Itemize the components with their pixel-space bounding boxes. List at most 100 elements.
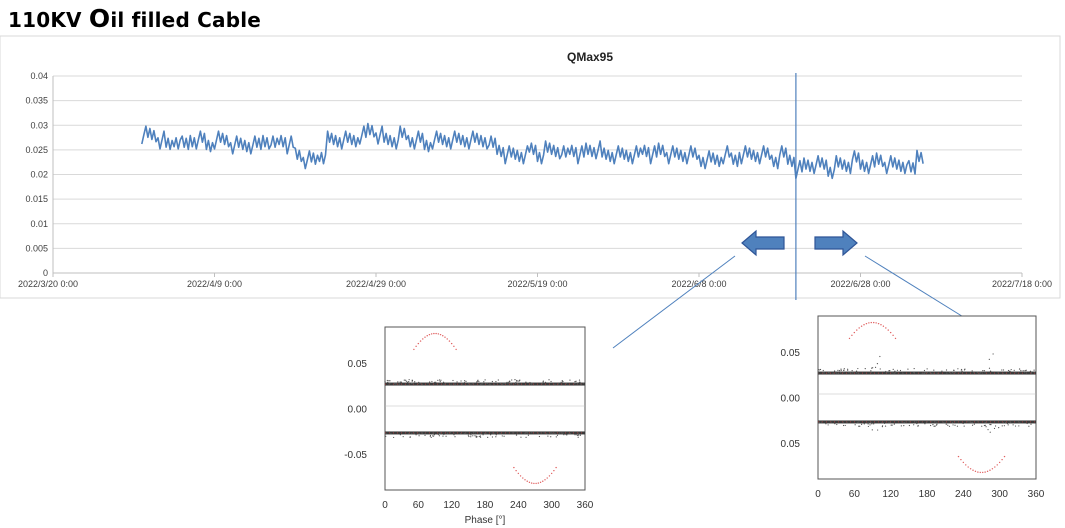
pd-point [922, 372, 924, 374]
pd-point [465, 380, 467, 382]
sine-reference-point [965, 464, 967, 466]
pd-point [491, 432, 493, 434]
pd-point [971, 424, 974, 426]
pd-point [493, 432, 495, 435]
y-tick-label: 0 [43, 268, 48, 278]
pd-point [1028, 425, 1030, 427]
pd-point [957, 368, 959, 370]
sine-reference-point [960, 458, 962, 461]
sine-reference-point [528, 481, 531, 484]
pd-point [454, 383, 456, 385]
pd-point [540, 432, 542, 434]
pd-point [847, 369, 849, 371]
pd-point [411, 379, 413, 381]
pd-point [1002, 369, 1005, 371]
x-tick-label: 2022/4/29 0:00 [346, 279, 406, 289]
pd-point [388, 383, 390, 385]
pd-point [977, 421, 979, 423]
pd-point [900, 425, 902, 427]
pd-point [474, 432, 476, 434]
pd-point [582, 382, 584, 384]
phase-x-tick-label: 120 [882, 489, 899, 500]
pd-point [822, 369, 824, 372]
pd-point [936, 372, 938, 374]
pd-point [482, 434, 484, 436]
pd-point [433, 381, 436, 383]
pd-point [913, 367, 915, 370]
pd-point [867, 423, 869, 425]
pd-point [948, 425, 951, 427]
pd-point [538, 435, 541, 438]
pd-point [576, 434, 578, 437]
pd-point [495, 380, 497, 383]
pd-point [856, 372, 858, 374]
pd-point [405, 379, 407, 381]
sine-reference-point [870, 321, 872, 324]
pd-point [561, 379, 563, 382]
pd-point [452, 379, 454, 382]
pd-point [397, 381, 399, 383]
sine-reference-point [974, 470, 977, 473]
pd-point [981, 372, 984, 374]
pd-point [1033, 369, 1035, 371]
pd-point [429, 434, 432, 437]
pd-point [913, 372, 916, 374]
pd-point [1022, 370, 1024, 372]
pd-point [952, 371, 954, 374]
pd-point [478, 435, 480, 438]
pd-point [984, 424, 986, 426]
pd-point [490, 434, 492, 436]
pd-point [1025, 372, 1028, 374]
pd-point [884, 425, 887, 427]
sine-reference-point [860, 325, 863, 327]
pd-point [393, 436, 395, 439]
pd-point [971, 370, 973, 372]
sine-reference-point [519, 475, 522, 477]
pd-point [551, 432, 553, 435]
pd-point [456, 381, 458, 383]
pd-point [454, 436, 456, 438]
pd-point [453, 432, 455, 434]
sine-reference-point [453, 345, 455, 348]
pd-point [858, 421, 860, 423]
pd-point [511, 379, 513, 381]
pd-point [950, 372, 952, 374]
pd-point [879, 355, 881, 358]
pd-point [408, 383, 410, 385]
pd-point [879, 368, 881, 370]
pd-point [934, 425, 936, 427]
pd-point [889, 369, 891, 372]
sine-reference-point [994, 466, 996, 468]
pd-point [858, 425, 860, 427]
pd-point [479, 436, 482, 438]
pd-point [419, 382, 421, 384]
pd-point [951, 421, 954, 424]
sine-reference-point [957, 455, 960, 458]
pd-point [525, 432, 527, 434]
pd-point [390, 432, 392, 435]
sine-reference-point [546, 477, 548, 479]
sine-reference-point [424, 336, 426, 338]
pd-point [453, 434, 455, 436]
pd-point [925, 372, 927, 374]
pd-point [577, 436, 579, 438]
pd-point [467, 434, 469, 436]
pd-point [1002, 422, 1004, 424]
pd-point [1009, 421, 1011, 423]
pd-point [930, 424, 932, 427]
pd-point [961, 370, 963, 372]
x-tick-label: 2022/6/8 0:00 [671, 279, 726, 289]
pd-point [499, 382, 501, 385]
sine-reference-point [972, 469, 974, 471]
pd-point [870, 422, 872, 424]
pd-point [989, 423, 991, 426]
pd-point [961, 371, 963, 373]
pd-point [527, 434, 529, 436]
pd-point [400, 381, 402, 383]
pd-point [837, 369, 839, 372]
pd-point [463, 381, 466, 384]
pd-point [885, 370, 887, 373]
pd-point [926, 371, 929, 373]
pd-point [472, 382, 474, 384]
phase-plot-after-frame [817, 315, 1037, 480]
